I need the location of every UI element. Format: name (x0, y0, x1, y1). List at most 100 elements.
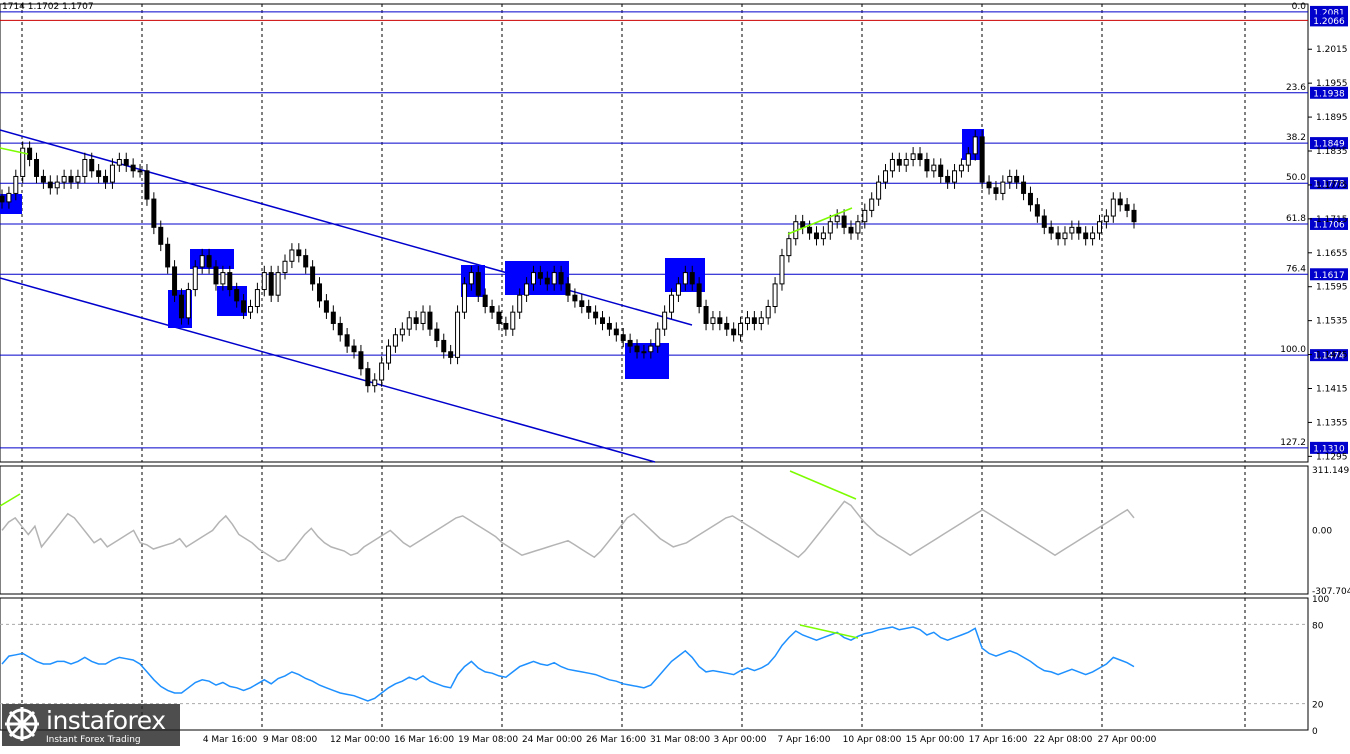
candle-body (441, 339, 447, 353)
level-price-label: 1.2081 (1313, 8, 1345, 18)
candle-body (1103, 215, 1109, 223)
candle-body (524, 283, 530, 296)
rsi-panel: 100 80 20 0 (0, 595, 1329, 746)
time-tick-label: 9 Mar 08:00 (263, 735, 318, 745)
candle-body (952, 170, 958, 183)
candle-body (47, 181, 53, 189)
candle-body (475, 272, 481, 296)
time-tick-label: 10 Apr 08:00 (843, 735, 902, 745)
candle-body (1007, 175, 1013, 183)
level-price-label: 1.1938 (1313, 89, 1345, 99)
candle-body (1014, 175, 1020, 183)
candle-body (675, 283, 681, 296)
candle-body (455, 311, 461, 358)
candle-body (503, 322, 509, 330)
candle-body (399, 328, 405, 336)
candle-body (427, 311, 433, 330)
price-tick-label: 1.1655 (1316, 249, 1348, 259)
level-price-tag (1310, 349, 1348, 362)
candle-body (662, 311, 668, 330)
price-tick-label: 1.1415 (1316, 384, 1348, 394)
candle-body (655, 328, 661, 347)
price-tick-label: 1.1355 (1316, 418, 1348, 428)
cci-tick-label: -307.704 (1312, 587, 1350, 597)
candlesticks (0, 130, 1137, 393)
candle-body (496, 311, 502, 324)
cci-tick-label: 0.00 (1312, 526, 1332, 536)
candle-body (938, 164, 944, 177)
candle-body (903, 158, 909, 166)
candle-body (317, 283, 323, 302)
price-zone-boxes (0, 129, 984, 379)
candle-body (1131, 209, 1137, 223)
candle-body (758, 317, 764, 324)
candle-body (772, 283, 778, 308)
price-tick-label: 1.1835 (1316, 147, 1348, 157)
candle-body (275, 272, 281, 296)
candle-body (468, 272, 474, 285)
candle-body (517, 294, 523, 313)
candle-body (461, 283, 467, 313)
candle-body (558, 272, 564, 285)
candle-body (744, 317, 750, 324)
grid (21, 4, 1246, 730)
time-tick-label: 27 Apr 00:00 (1098, 735, 1157, 745)
candle-body (379, 362, 385, 381)
candle-body (1096, 221, 1102, 234)
level-ratio-label: 76.4 (1286, 264, 1306, 274)
level-ratio-label: 23.6 (1286, 83, 1306, 93)
candle-body (551, 272, 557, 285)
time-tick-label: 24 Mar 00:00 (522, 735, 582, 745)
candle-body (323, 300, 329, 313)
candle-body (0, 195, 5, 203)
level-price-tag (1310, 268, 1348, 281)
candle-body (234, 289, 240, 302)
panel-frame (0, 465, 1309, 595)
candle-body (965, 153, 971, 166)
time-tick-label: 31 Mar 08:00 (650, 735, 710, 745)
candle-body (34, 158, 40, 177)
level-price-label: 1.1617 (1313, 271, 1345, 281)
rsi-tick-label: 80 (1312, 621, 1324, 631)
level-ratio-label: 50.0 (1286, 173, 1306, 183)
candle-body (358, 351, 364, 370)
candle-body (1117, 198, 1123, 206)
candle-body (82, 158, 88, 177)
candle-body (241, 300, 247, 313)
candle-body (289, 249, 295, 262)
candle-body (165, 243, 171, 268)
price-tick-label: 1.1955 (1316, 79, 1348, 89)
candle-body (682, 272, 688, 285)
divergence-lines (0, 147, 853, 235)
candle-body (613, 328, 619, 336)
time-tick-label: 4 Mar 16:00 (203, 735, 258, 745)
candle-body (392, 334, 398, 347)
panel-frame (0, 3, 1309, 463)
price-zone-box (625, 343, 669, 379)
candle-body (510, 311, 516, 330)
candle-body (13, 175, 19, 194)
time-tick-label: 22 Apr 08:00 (1034, 735, 1093, 745)
candle-body (862, 209, 868, 223)
candle-body (979, 136, 985, 183)
price-tick-label: 1.1535 (1316, 317, 1348, 327)
candle-body (213, 266, 219, 285)
candle-body (158, 226, 164, 245)
candle-body (406, 317, 412, 330)
candle-body (89, 158, 95, 172)
time-tick-label: 12 Mar 00:00 (330, 735, 390, 745)
candle-body (123, 158, 129, 166)
level-price-label: 1.1310 (1313, 444, 1345, 454)
time-tick-label: 7 Apr 16:00 (778, 735, 831, 745)
candle-body (1048, 226, 1054, 234)
candle-body (641, 351, 647, 354)
level-ratio-label: 100.0 (1280, 345, 1306, 355)
candle-body (751, 317, 757, 324)
candle-body (896, 158, 902, 166)
logo-tagline: Instant Forex Trading (46, 735, 141, 745)
candle-body (958, 164, 964, 172)
candle-body (738, 322, 744, 336)
time-axis: 4 Mar 16:00 9 Mar 08:00 12 Mar 00:00 16 Mar… (203, 735, 1157, 745)
candle-body (889, 158, 895, 172)
